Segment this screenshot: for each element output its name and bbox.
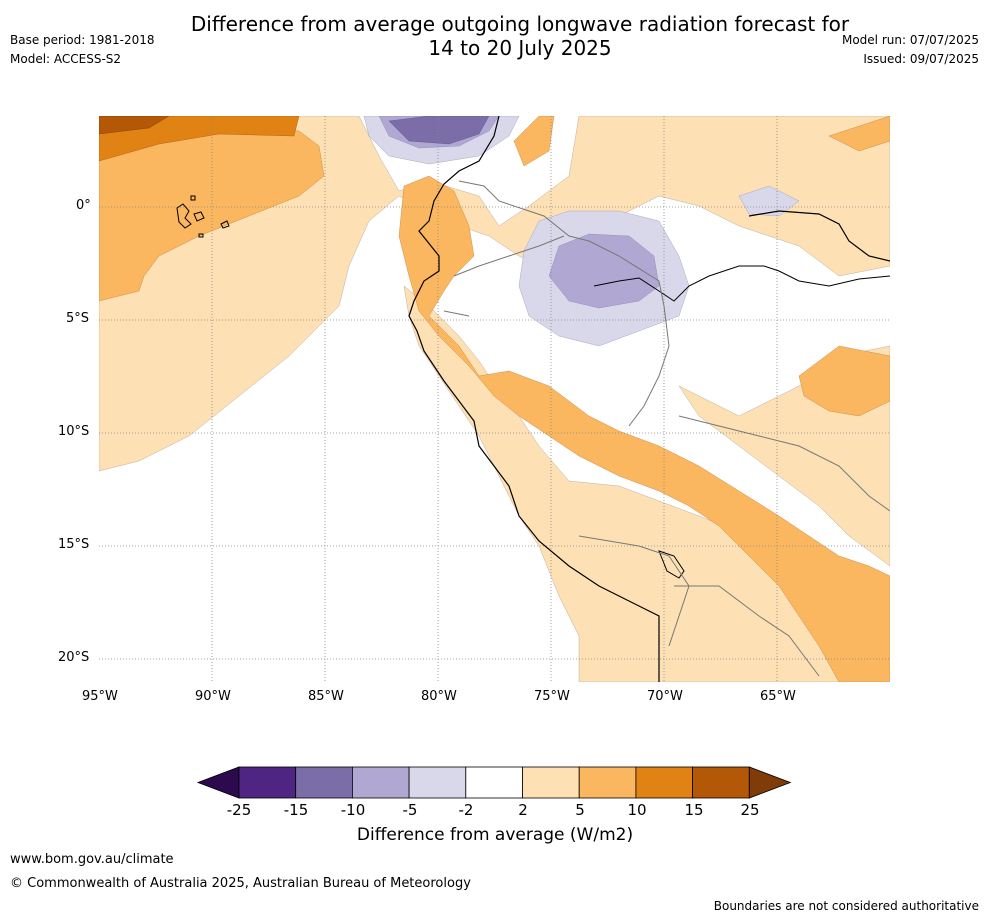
- anomaly-5-to-10-coastal-band: [398, 175, 890, 682]
- colorbar-tick-label: -2: [458, 801, 474, 819]
- colorbar-bin: [351, 766, 410, 799]
- colorbar-bin: [465, 766, 523, 799]
- footer-copyright: © Commonwealth of Australia 2025, Austra…: [10, 876, 471, 891]
- north-coast: [748, 210, 890, 262]
- colorbar-bin: [692, 766, 750, 799]
- lat-label-0: 0°: [76, 198, 91, 213]
- lon-label-65w: 65°W: [760, 689, 796, 704]
- colorbar-bin: [408, 766, 467, 799]
- anomaly-neg-5-to-10-amazon: [548, 233, 660, 309]
- country-borders: [443, 180, 890, 677]
- coastline: [408, 116, 660, 682]
- footer-url: www.bom.gov.au/climate: [10, 852, 174, 867]
- anomaly-5-to-10-east-patch: [798, 345, 890, 417]
- map-title: Difference from average outgoing longwav…: [130, 12, 910, 60]
- colorbar-tick-label: -5: [402, 801, 418, 819]
- anomaly-5-to-10-north-patch: [513, 116, 555, 167]
- lat-label-15s: 15°S: [58, 537, 90, 552]
- amazon-river: [593, 265, 890, 302]
- colorbar-bin: [238, 766, 297, 799]
- lon-label-80w: 80°W: [421, 689, 457, 704]
- colorbar-tick-label: 15: [684, 801, 704, 819]
- base-period-text: Base period: 1981-2018: [10, 33, 155, 47]
- lon-label-70w: 70°W: [647, 689, 683, 704]
- lon-label-75w: 75°W: [534, 689, 570, 704]
- colorbar-extend-low: [196, 766, 240, 799]
- colorbar-tick-label: -25: [226, 801, 252, 819]
- colorbar-tick-label: 5: [575, 801, 585, 819]
- lon-label-90w: 90°W: [195, 689, 231, 704]
- anomaly-2-to-5-north: [99, 116, 890, 472]
- colorbar-tick-label: 2: [518, 801, 528, 819]
- colorbar-tick-label: 25: [740, 801, 760, 819]
- model-run-text: Model run: 07/07/2025: [841, 33, 979, 47]
- colorbar-bin: [578, 766, 637, 799]
- anomaly-15-to-25: [99, 116, 170, 135]
- lat-label-20s: 20°S: [58, 650, 90, 665]
- issued-text: Issued: 09/07/2025: [863, 52, 979, 66]
- galapagos-islands: [176, 195, 230, 238]
- model-text: Model: ACCESS-S2: [10, 52, 122, 66]
- colorbar-bin: [522, 766, 580, 799]
- colorbar-tick-label: -10: [340, 801, 366, 819]
- title-line-2: 14 to 20 July 2025: [428, 36, 612, 60]
- colorbar-extend-high: [748, 766, 792, 799]
- lon-label-95w: 95°W: [82, 689, 118, 704]
- footer-disclaimer: Boundaries are not considered authoritat…: [713, 899, 979, 913]
- gridlines: [99, 116, 890, 682]
- colorbar: [196, 766, 792, 799]
- lat-label-5s: 5°S: [66, 311, 90, 326]
- colorbar-title: Difference from average (W/m2): [356, 825, 634, 845]
- colorbar-tick-label: 10: [627, 801, 647, 819]
- lat-label-10s: 10°S: [58, 424, 90, 439]
- lon-label-85w: 85°W: [308, 689, 344, 704]
- anomaly-5-to-10-northeast: [828, 116, 890, 152]
- colorbar-tick-label: -15: [283, 801, 309, 819]
- map-svg: [99, 116, 890, 682]
- title-line-1: Difference from average outgoing longwav…: [190, 12, 850, 36]
- anomaly-neg-2-to-5-east: [738, 185, 800, 217]
- colorbar-bin: [635, 766, 693, 799]
- forecast-map: [99, 116, 890, 682]
- colorbar-bin: [295, 766, 353, 799]
- anomaly-neg-10-to-15-north: [388, 116, 490, 145]
